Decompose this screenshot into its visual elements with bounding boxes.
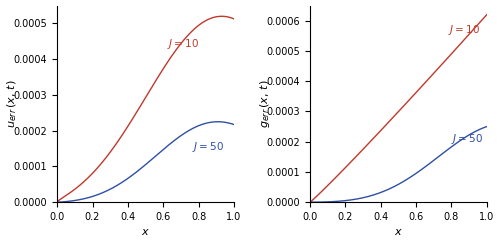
X-axis label: $x$: $x$ bbox=[141, 227, 150, 237]
Text: $J=50$: $J=50$ bbox=[192, 140, 224, 154]
Text: $J=10$: $J=10$ bbox=[448, 23, 480, 37]
Text: $J=10$: $J=10$ bbox=[167, 37, 198, 51]
Text: $J=50$: $J=50$ bbox=[452, 132, 484, 146]
Y-axis label: $g_{err}\,(x,\,t)$: $g_{err}\,(x,\,t)$ bbox=[258, 79, 272, 128]
X-axis label: $x$: $x$ bbox=[394, 227, 403, 237]
Y-axis label: $u_{err}\,(x,\,t)$: $u_{err}\,(x,\,t)$ bbox=[6, 79, 19, 128]
